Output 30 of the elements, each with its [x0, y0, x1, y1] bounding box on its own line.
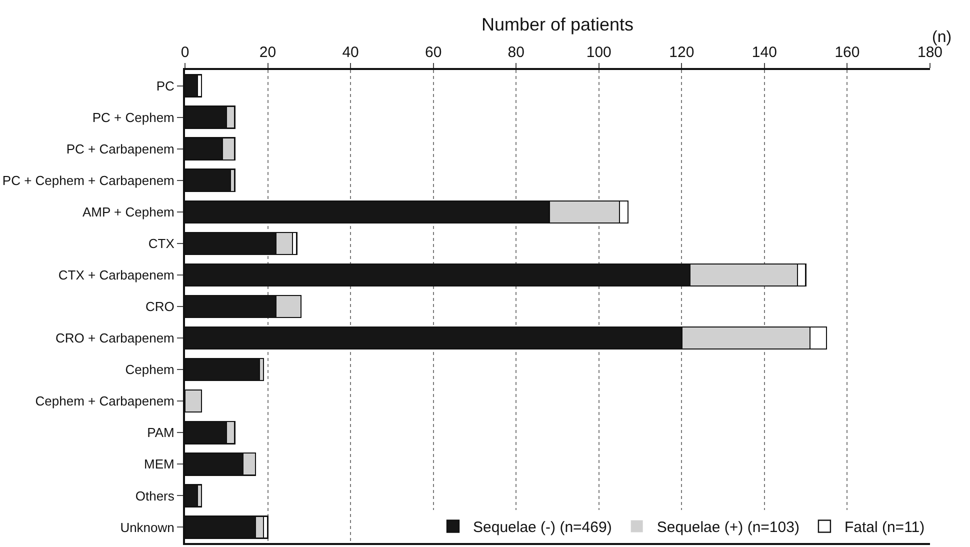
- x-tick-label: 180: [917, 44, 943, 61]
- y-tick-label: Cephem: [125, 362, 174, 378]
- y-tick-label: PC + Cephem + Carbapenem: [2, 172, 174, 188]
- y-tick-label: CRO: [146, 299, 174, 314]
- x-tick-label: 20: [259, 44, 276, 61]
- y-tick-label: PC: [156, 78, 174, 94]
- legend-label: Sequelae (+) (n=103): [656, 519, 800, 536]
- y-tick-label: Unknown: [120, 520, 174, 535]
- y-tick-label: PC + Carbapenem: [66, 141, 174, 156]
- y-tick-label: CTX + Carbapenem: [58, 268, 174, 283]
- x-tick-label: 140: [752, 44, 777, 61]
- x-tick-label: 120: [669, 44, 694, 61]
- y-tick-label: AMP + Cephem: [82, 204, 174, 220]
- x-tick-label: 40: [342, 44, 359, 61]
- x-tick-label: 100: [586, 44, 612, 61]
- y-tick-label: PAM: [147, 425, 174, 440]
- y-tick-label: Cephem + Carbapenem: [35, 394, 174, 409]
- x-tick-label: 80: [508, 44, 524, 61]
- x-tick-label: 60: [424, 44, 442, 61]
- y-tick-label: Others: [135, 488, 175, 504]
- y-tick-label: PC + Cephem: [92, 110, 174, 125]
- legend-label: Sequelae (-) (n=469): [473, 519, 612, 536]
- legend-label: Fatal (n=11): [844, 519, 925, 536]
- y-tick-label: CTX: [148, 236, 175, 251]
- y-tick-label: CRO + Carbapenem: [56, 330, 174, 346]
- y-tick-label: MEM: [144, 456, 174, 472]
- x-tick-label: 160: [834, 44, 860, 61]
- text: (n): [932, 29, 952, 46]
- x-axis-title: Number of patients: [481, 14, 634, 35]
- x-tick-label: 0: [180, 44, 190, 61]
